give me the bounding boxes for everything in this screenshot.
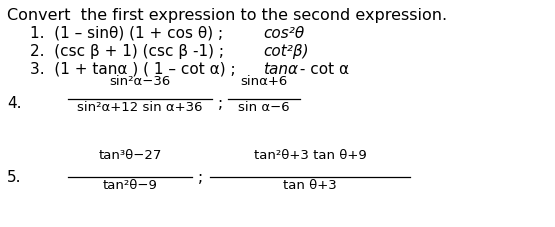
Text: sin α−6: sin α−6 [238, 101, 290, 114]
Text: cot²β): cot²β) [263, 44, 309, 59]
Text: Convert  the first expression to the second expression.: Convert the first expression to the seco… [7, 8, 447, 23]
Text: 5.: 5. [7, 169, 22, 184]
Text: cos²θ: cos²θ [263, 26, 304, 41]
Text: sin²α+12 sin α+36: sin²α+12 sin α+36 [77, 101, 203, 114]
Text: 2.  (csc β + 1) (csc β -1) ;: 2. (csc β + 1) (csc β -1) ; [30, 44, 224, 59]
Text: ;: ; [198, 169, 203, 184]
Text: 3.  (1 + tanα ) ( 1 – cot α) ;: 3. (1 + tanα ) ( 1 – cot α) ; [30, 62, 236, 77]
Text: sin²α−36: sin²α−36 [109, 75, 170, 88]
Text: - cot α: - cot α [295, 62, 349, 77]
Text: sinα+6: sinα+6 [240, 75, 287, 88]
Text: 1.  (1 – sinθ) (1 + cos θ) ;: 1. (1 – sinθ) (1 + cos θ) ; [30, 26, 223, 41]
Text: tan²θ−9: tan²θ−9 [103, 178, 158, 191]
Text: tan θ+3: tan θ+3 [283, 178, 337, 191]
Text: ;: ; [218, 96, 223, 111]
Text: tan³θ−27: tan³θ−27 [98, 148, 162, 161]
Text: 4.: 4. [7, 96, 22, 111]
Text: tan²θ+3 tan θ+9: tan²θ+3 tan θ+9 [254, 148, 366, 161]
Text: tanα: tanα [263, 62, 298, 77]
